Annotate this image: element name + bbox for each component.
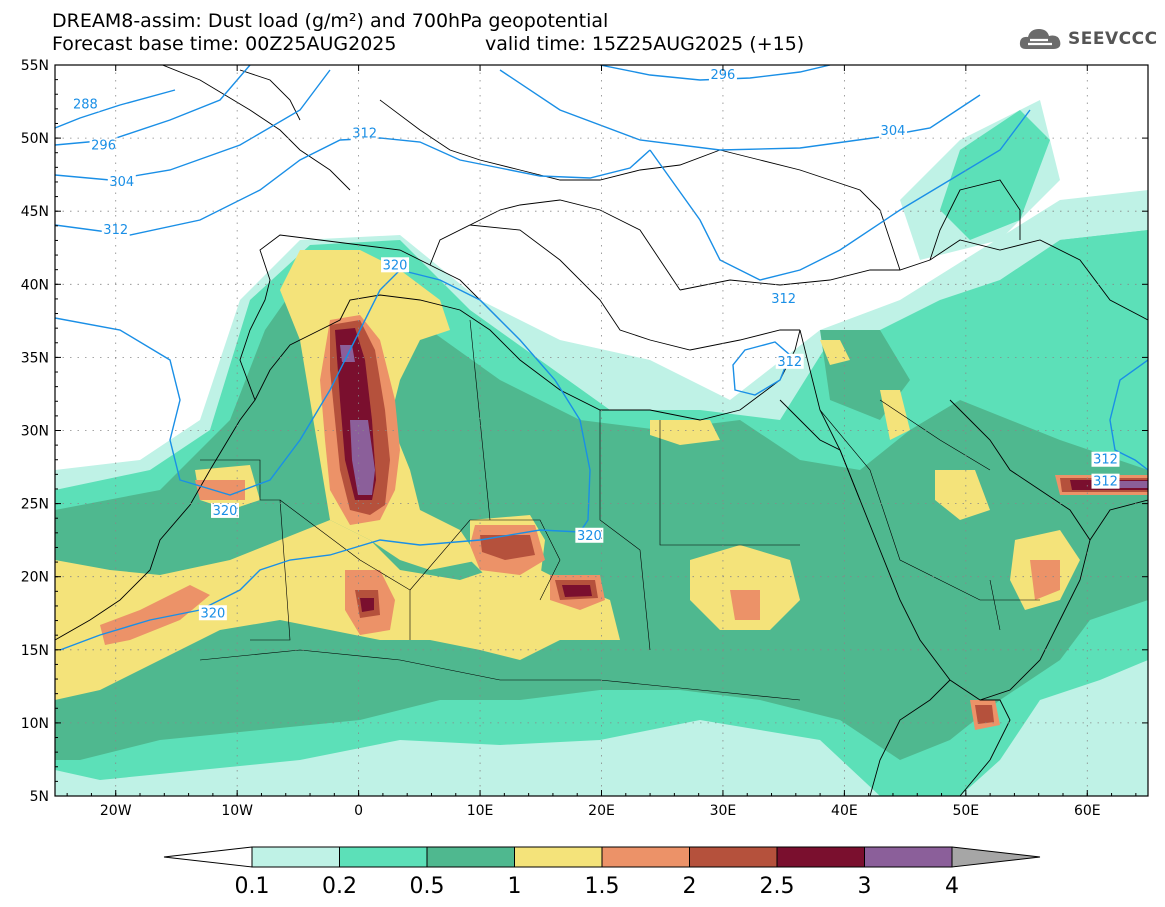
contour-label: 320 (381, 257, 410, 273)
lat-tick-label: 25N (21, 497, 49, 513)
contour-label-text: 312 (1093, 475, 1118, 490)
cloud-icon (1019, 29, 1061, 49)
lon-tick-label: 50E (952, 803, 979, 819)
valid-time: valid time: 15Z25AUG2025 (+15) (485, 33, 805, 55)
axis-ticks (55, 64, 1148, 797)
lat-tick-labels: 55N 50N 45N 40N 35N 30N 25N 20N 15N 10N 5N (21, 58, 49, 805)
lat-tick-label: 20N (21, 570, 49, 586)
colorbar-segment (339, 846, 428, 868)
lon-tick-label: 40E (831, 803, 858, 819)
lat-tick-label: 5N (30, 789, 49, 805)
lon-tick-label: 30E (710, 803, 737, 819)
borders (199, 319, 1040, 701)
colorbar-label: 3 (858, 874, 872, 899)
contour-label-bg (878, 122, 907, 138)
contour-label-bg (89, 137, 118, 153)
colorbar-label: 0.1 (235, 874, 270, 899)
contour-label-bg (708, 67, 737, 83)
contour-label: 288 (71, 96, 100, 112)
lat-tick-label: 10N (21, 716, 49, 732)
lon-tick-label: 10W (221, 803, 253, 819)
contour-label-text: 304 (109, 175, 134, 190)
contour-label: 312 (350, 125, 379, 142)
seevccc-logo: SEEVCCC (1018, 24, 1158, 54)
contour-label-text: 320 (577, 529, 602, 544)
colorbar-label: 2.5 (760, 874, 795, 899)
contour-label: 312 (1091, 451, 1120, 468)
colorbar-over-arrow (951, 846, 1041, 868)
lat-tick-label: 35N (21, 350, 49, 366)
lat-tick-label: 30N (21, 424, 49, 440)
lat-tick-label: 55N (21, 58, 49, 74)
colorbar-segment (776, 846, 865, 868)
colorbar-segment (426, 846, 515, 868)
contour-label-bg (101, 222, 130, 238)
contour-label-text: 296 (711, 68, 736, 83)
contour-label: 312 (775, 353, 804, 370)
colorbar-segment (864, 846, 953, 868)
lon-tick-label: 0 (354, 803, 363, 819)
colorbar-label: 2 (683, 874, 697, 899)
contour-labels: 288 296 304 312 312 296 304 320 312 312 320 320 320 3… (71, 67, 1120, 621)
colorbar-label: 4 (945, 874, 959, 899)
lon-tick-label: 20E (588, 803, 615, 819)
colorbar-segment (689, 846, 778, 868)
colorbar-label: 1 (508, 874, 522, 899)
logo-text: SEEVCCC (1068, 29, 1158, 49)
contour-label: 320 (575, 527, 604, 544)
contour-label: 320 (211, 502, 240, 519)
contour-label-text: 296 (91, 138, 116, 153)
lat-tick-label: 50N (21, 131, 49, 147)
title-line-2: Forecast base time: 00Z25AUG2025 (52, 33, 397, 55)
lat-tick-label: 15N (21, 643, 49, 659)
coastlines (55, 65, 1148, 796)
colorbar-label: 0.5 (410, 874, 445, 899)
lat-tick-label: 45N (21, 204, 49, 220)
contour-label: 320 (198, 605, 227, 621)
contour-label-bg (350, 125, 379, 141)
contour-label-text: 320 (213, 504, 238, 519)
contour-label-bg (211, 502, 240, 518)
contour-label-bg (1091, 451, 1120, 467)
colorbar-under-arrow (163, 846, 253, 868)
contour-label-bg (1091, 473, 1120, 489)
lon-tick-label: 10E (467, 803, 494, 819)
contour-label-text: 320 (383, 258, 408, 273)
contour-label-bg (769, 290, 798, 306)
colorbar-label: 1.5 (585, 874, 620, 899)
lon-tick-label: 20W (100, 803, 132, 819)
contour-label-bg (71, 96, 100, 112)
contour-label: 312 (1091, 473, 1120, 490)
dust-field: 288 296 304 312 312 296 304 320 312 312 320 320 320 3… (55, 65, 1148, 796)
contour-label-bg (381, 257, 410, 273)
title-line-1: DREAM8-assim: Dust load (g/m²) and 700hP… (52, 10, 609, 32)
colorbar-segment (601, 846, 690, 868)
contour-label-text: 312 (771, 292, 796, 307)
contour-label-bg (198, 605, 227, 621)
contour-label: 296 (89, 137, 118, 153)
contour-label-text: 312 (1093, 453, 1118, 468)
colorbar: 0.1 0.2 0.5 1 1.5 2 2.5 3 4 (163, 846, 1041, 899)
contour-label-text: 288 (73, 97, 98, 112)
lat-tick-label: 40N (21, 277, 49, 293)
colorbar-label: 0.2 (322, 874, 357, 899)
colorbar-segment (514, 846, 603, 868)
contour-label-text: 304 (881, 124, 906, 139)
colorbar-segment (251, 846, 340, 868)
contour-label-text: 320 (200, 606, 225, 621)
contour-label-text: 312 (352, 127, 377, 142)
contour-label: 312 (769, 290, 798, 307)
contour-label-bg (575, 527, 604, 543)
contour-label-bg (107, 173, 136, 189)
contour-label-text: 312 (777, 355, 802, 370)
lon-tick-label: 60E (1074, 803, 1101, 819)
contour-label: 304 (107, 173, 136, 190)
contour-label: 304 (878, 122, 907, 139)
lon-tick-labels: 20W 10W 0 10E 20E 30E 40E 50E 60E (100, 803, 1101, 819)
contour-label: 296 (708, 67, 737, 83)
